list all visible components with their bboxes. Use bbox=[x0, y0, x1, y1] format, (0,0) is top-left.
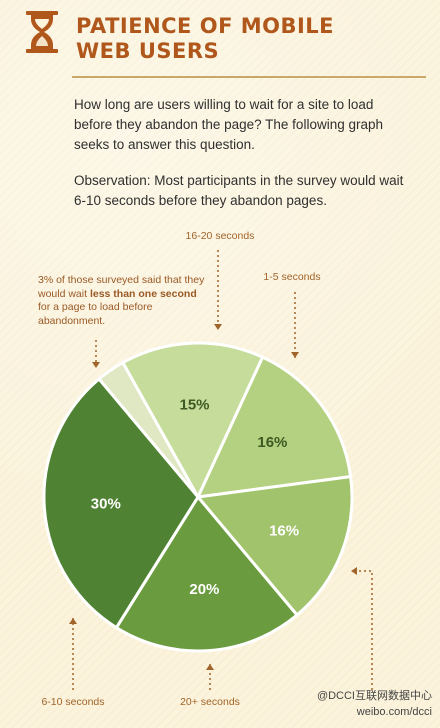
slice-arrow-line-3 bbox=[356, 570, 373, 690]
slice-category-label-4: 20+ seconds bbox=[180, 696, 240, 708]
title-line-1: PATIENCE OF MOBILE bbox=[76, 14, 335, 38]
slice-arrow-head-5 bbox=[69, 618, 77, 624]
watermark: @DCCI互联网数据中心 weibo.com/dcci bbox=[317, 688, 432, 720]
pie-slice-4 bbox=[114, 495, 299, 653]
pie-slice-value-5: 30% bbox=[91, 495, 121, 512]
pie-slice-value-1: 15% bbox=[179, 397, 209, 414]
callout-text-2: for a page to load before abandonment. bbox=[38, 301, 153, 327]
hourglass-icon bbox=[26, 11, 58, 53]
slice-arrow-head-1 bbox=[214, 324, 222, 330]
slice-category-label-2: 1-5 seconds bbox=[263, 271, 320, 283]
callout-text-1: 3% of those surveyed said that they woul… bbox=[38, 274, 205, 300]
observation-paragraph: Observation: Most participants in the su… bbox=[74, 173, 404, 208]
pie-slice-5 bbox=[42, 377, 200, 630]
pie-slice-1 bbox=[121, 341, 265, 499]
slice-category-label-5: 6-10 seconds bbox=[41, 696, 104, 708]
pie-slice-value-2: 16% bbox=[257, 434, 287, 451]
intro-paragraph: How long are users willing to wait for a… bbox=[74, 97, 383, 152]
pie-slice-value-4: 20% bbox=[189, 581, 219, 598]
title-divider bbox=[72, 76, 426, 78]
page-title: PATIENCE OF MOBILE WEB USERS bbox=[76, 14, 416, 64]
callout-arrow-head bbox=[92, 362, 100, 368]
slice-arrow-head-3 bbox=[351, 567, 357, 575]
callout-bold-text: less than one second bbox=[89, 287, 197, 300]
slice-category-label-1: 16-20 seconds bbox=[186, 230, 255, 242]
less-than-one-second-callout: 3% of those surveyed said that they woul… bbox=[38, 274, 210, 328]
watermark-line-1: @DCCI互联网数据中心 bbox=[316, 690, 432, 702]
title-line-2: WEB USERS bbox=[76, 39, 220, 63]
pie-slice-value-3: 16% bbox=[269, 522, 299, 539]
pie-slice-2 bbox=[196, 355, 353, 499]
pie-slice-3 bbox=[196, 475, 354, 617]
watermark-line-2: weibo.com/dcci bbox=[356, 706, 432, 718]
slice-arrow-head-2 bbox=[291, 352, 299, 358]
slice-arrow-head-4 bbox=[206, 664, 214, 670]
